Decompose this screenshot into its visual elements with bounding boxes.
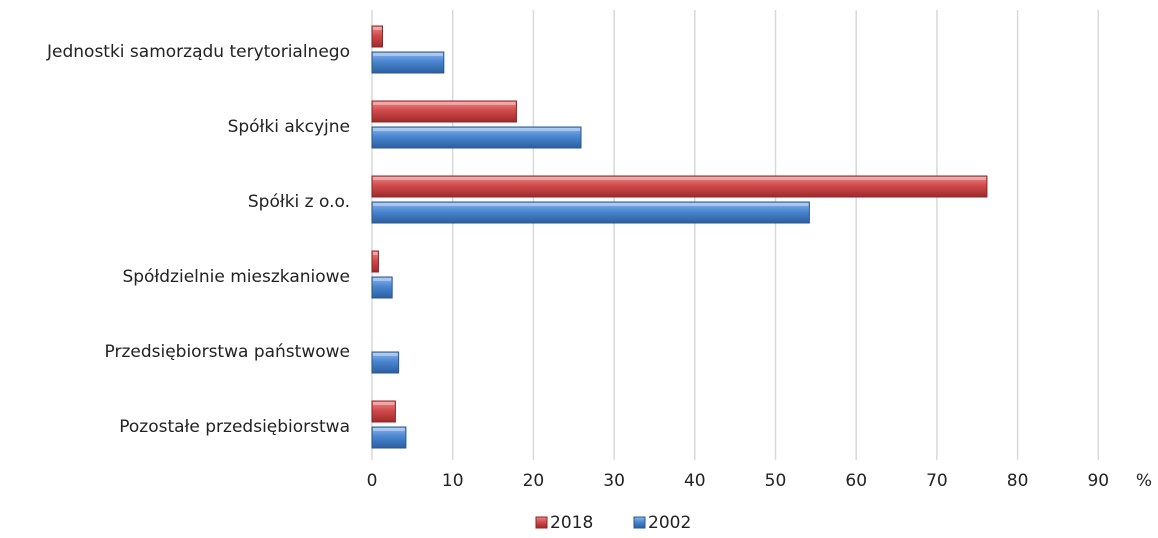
x-tick-label: 30: [603, 471, 625, 491]
category-label: Spółki z o.o.: [248, 192, 350, 212]
gridlines: [371, 10, 1100, 460]
bar-2002: [371, 351, 400, 374]
x-tick-label: 50: [765, 471, 787, 491]
category-label: Pozostałe przedsiębiorstwa: [119, 417, 350, 437]
category-label: Spółdzielnie mieszkaniowe: [122, 267, 350, 287]
x-tick-label: 20: [523, 471, 545, 491]
bar-2002: [371, 276, 393, 299]
bar-2018: [371, 400, 396, 423]
x-tick-label: 40: [684, 471, 706, 491]
legend-label: 2018: [550, 513, 593, 533]
legend-swatch: [535, 516, 548, 529]
bar-2018: [371, 175, 988, 198]
bar-2002: [371, 201, 810, 224]
x-tick-label: 90: [1087, 471, 1109, 491]
legend-label: 2002: [648, 513, 691, 533]
x-tick-labels: 0 10 20 30 40 50 60 70 80 90: [367, 471, 1110, 491]
x-tick-label: 70: [926, 471, 948, 491]
x-unit-label: %: [1136, 471, 1152, 491]
x-tick-label: 80: [1007, 471, 1029, 491]
bar-2018: [371, 25, 383, 48]
category-label: Jednostki samorządu terytorialnego: [46, 42, 350, 62]
bar-2018: [371, 250, 379, 273]
legend-item-2018: 2018: [535, 513, 593, 533]
bar-2002: [371, 126, 582, 149]
legend-item-2002: 2002: [633, 513, 691, 533]
x-tick-label: 60: [845, 471, 867, 491]
category-label: Spółki akcyjne: [228, 117, 350, 137]
category-label: Przedsiębiorstwa państwowe: [105, 342, 350, 362]
bar-2002: [371, 51, 445, 74]
legend: 2018 2002: [535, 513, 691, 533]
category-labels: Jednostki samorządu terytorialnego Spółki…: [46, 42, 350, 437]
legend-swatch: [633, 516, 646, 529]
bars: [371, 25, 988, 449]
x-tick-label: 10: [442, 471, 464, 491]
bar-2018: [371, 100, 517, 123]
bar-2002: [371, 426, 407, 449]
x-tick-label: 0: [367, 471, 378, 491]
